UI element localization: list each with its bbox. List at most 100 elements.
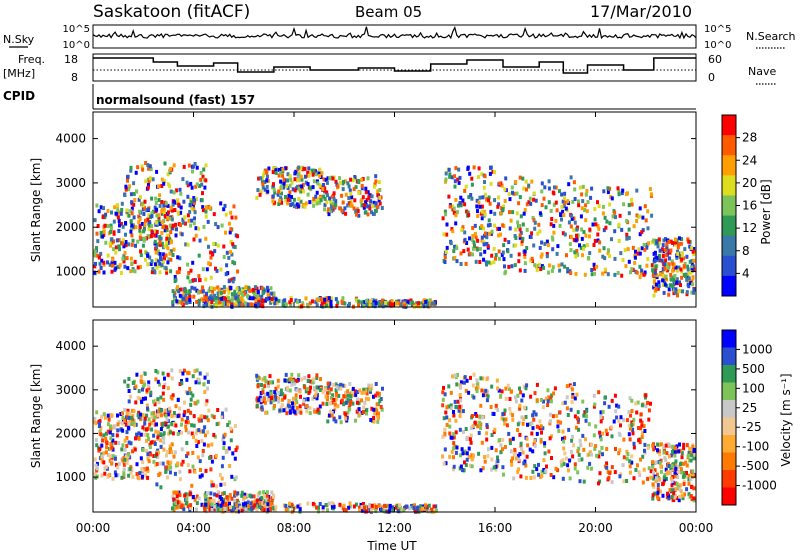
heatmap-cell	[188, 387, 192, 391]
heatmap-cell	[355, 212, 358, 217]
heatmap-cell	[277, 298, 281, 303]
heatmap-cell	[606, 272, 610, 277]
heatmap-cell	[546, 243, 550, 248]
heatmap-cell	[486, 394, 490, 399]
heatmap-cell	[137, 476, 141, 481]
heatmap-cell	[119, 412, 123, 416]
heatmap-cell	[157, 400, 161, 405]
heatmap-cell	[288, 399, 291, 404]
heatmap-cell	[465, 241, 469, 245]
heatmap-cell	[295, 400, 299, 405]
heatmap-cell	[552, 202, 556, 207]
heatmap-cell	[160, 263, 164, 268]
heatmap-cell	[518, 175, 522, 180]
heatmap-cell	[575, 227, 579, 232]
heatmap-cell	[561, 458, 565, 463]
heatmap-cell	[340, 193, 344, 198]
colorbar-segment	[722, 330, 736, 348]
heatmap-cell	[443, 253, 447, 258]
heatmap-cell	[192, 294, 196, 299]
heatmap-cell	[534, 198, 538, 203]
heatmap-cell	[192, 201, 196, 205]
heatmap-cell	[200, 473, 204, 478]
heatmap-cell	[674, 466, 678, 471]
heatmap-cell	[580, 457, 584, 462]
heatmap-cell	[531, 469, 535, 474]
heatmap-cell	[268, 374, 272, 379]
heatmap-cell	[271, 398, 275, 403]
heatmap-cell	[257, 176, 261, 181]
heatmap-cell	[462, 429, 465, 434]
heatmap-cell	[477, 175, 480, 179]
heatmap-cell	[301, 182, 305, 187]
heatmap-cell	[157, 213, 161, 218]
heatmap-cell	[275, 301, 279, 306]
heatmap-cell	[147, 437, 151, 441]
heatmap-cell	[471, 226, 475, 230]
heatmap-cell	[598, 450, 602, 455]
heatmap-cell	[347, 196, 351, 200]
heatmap-cell	[521, 222, 525, 227]
heatmap-cell	[622, 437, 626, 442]
heatmap-cell	[339, 386, 343, 391]
heatmap-cell	[231, 260, 235, 265]
heatmap-cell	[216, 285, 220, 290]
heatmap-cell	[157, 198, 161, 202]
heatmap-cell	[358, 412, 362, 417]
colorbar-tick-label: -500	[742, 459, 769, 473]
heatmap-cell	[117, 238, 121, 243]
heatmap-cell	[154, 377, 158, 382]
heatmap-cell	[314, 198, 318, 203]
heatmap-cell	[479, 211, 483, 216]
heatmap-cell	[176, 414, 180, 419]
heatmap-cell	[264, 298, 267, 303]
heatmap-cell	[378, 188, 382, 192]
heatmap-cell	[690, 497, 694, 502]
heatmap-cell	[178, 299, 182, 304]
y-tick-label: 4000	[55, 132, 86, 146]
heatmap-cell	[463, 449, 467, 454]
heatmap-cell	[243, 301, 247, 306]
heatmap-cell	[631, 427, 635, 432]
heatmap-cell	[258, 501, 262, 506]
heatmap-cell	[654, 460, 658, 465]
heatmap-cell	[104, 450, 108, 455]
heatmap-cell	[482, 257, 486, 262]
heatmap-cell	[490, 433, 494, 437]
heatmap-cell	[629, 270, 633, 275]
heatmap-cell	[445, 222, 449, 227]
heatmap-cell	[578, 438, 582, 443]
heatmap-cell	[186, 194, 190, 199]
heatmap-cell	[550, 456, 553, 460]
heatmap-cell	[201, 267, 205, 272]
heatmap-cell	[553, 185, 556, 190]
heatmap-cell	[547, 179, 551, 184]
heatmap-cell	[201, 449, 205, 453]
colorbar-segment	[722, 155, 736, 176]
heatmap-cell	[235, 300, 238, 305]
heatmap-cell	[522, 211, 526, 216]
heatmap-cell	[336, 184, 340, 189]
heatmap-cell	[678, 448, 682, 453]
heatmap-cell	[166, 424, 170, 429]
heatmap-cell	[162, 447, 166, 452]
heatmap-cell	[551, 265, 555, 270]
heatmap-cell	[572, 216, 576, 221]
heatmap-cell	[277, 396, 280, 401]
heatmap-cell	[256, 376, 260, 381]
heatmap-cell	[582, 447, 586, 452]
heatmap-cell	[168, 470, 172, 475]
heatmap-cell	[328, 176, 332, 181]
heatmap-cell	[298, 389, 302, 394]
colorbar-segment	[722, 382, 736, 401]
heatmap-cell	[230, 215, 234, 220]
heatmap-cell	[140, 164, 144, 169]
heatmap-cell	[146, 452, 150, 457]
heatmap-cell	[338, 415, 342, 420]
heatmap-cell	[332, 382, 336, 387]
heatmap-cell	[294, 298, 298, 303]
heatmap-cell	[224, 501, 228, 506]
heatmap-cell	[610, 465, 614, 470]
heatmap-cell	[206, 298, 210, 303]
heatmap-cell	[530, 431, 534, 436]
